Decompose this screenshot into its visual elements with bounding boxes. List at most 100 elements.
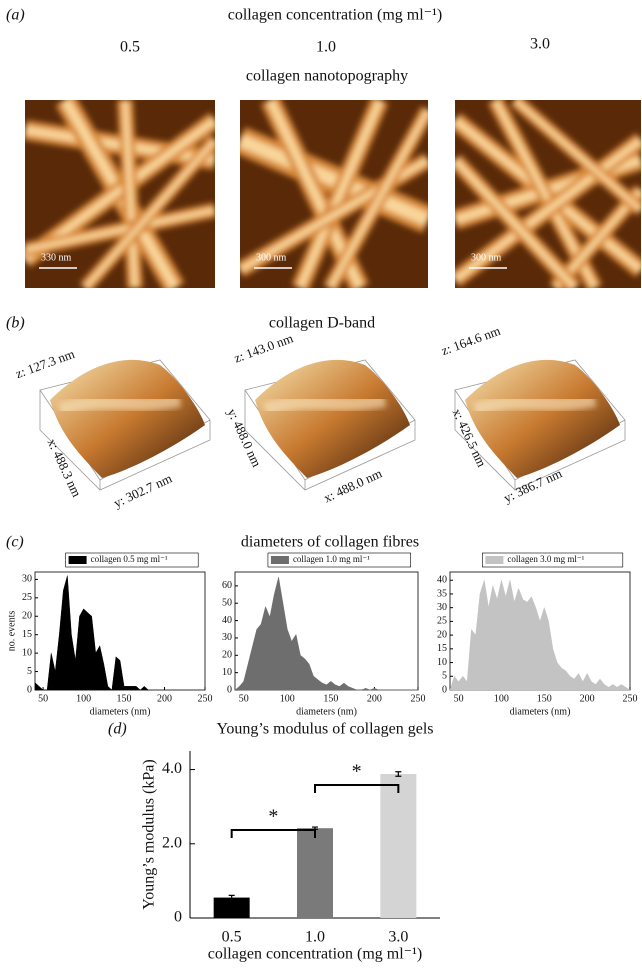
bar (380, 774, 417, 918)
y-tick-label: 10 (22, 647, 32, 658)
panel-title: collagen D-band (269, 315, 375, 332)
fibre (455, 157, 578, 288)
axis-z-label: z: 143.0 nm (232, 330, 295, 365)
fibre (122, 100, 138, 288)
fibre (25, 207, 215, 253)
y-tick-label: 60 (222, 580, 232, 591)
fibre (513, 100, 641, 212)
area (449, 580, 631, 691)
scale-bar-label: 300 nm (256, 252, 287, 263)
y-tick-label: 0 (442, 684, 447, 695)
x-tick-label: 150 (117, 693, 132, 704)
panel-label: (a) (6, 7, 25, 24)
afm-image: 330 nm (25, 100, 215, 288)
axis-label: y: 302.7 nm (111, 470, 174, 510)
y-axis-label: Young’s modulus (kPa) (141, 759, 158, 909)
x-tick-label: 100 (494, 693, 509, 704)
x-tick-label: 200 (367, 693, 382, 704)
panel-label: (c) (6, 534, 24, 551)
y-tick-label: 10 (222, 667, 232, 678)
legend-swatch (485, 556, 504, 564)
x-axis-label: diameters (nm) (510, 706, 571, 717)
error-bar (395, 771, 402, 777)
y-tick-label: 4.0 (162, 760, 182, 777)
y-tick-label: 15 (22, 629, 32, 640)
legend-box (65, 552, 199, 568)
x-tick-label: 0.5 (222, 929, 242, 946)
x-axis-label: diameters (nm) (296, 706, 357, 717)
legend-box (482, 552, 624, 568)
y-tick-label: 50 (222, 598, 232, 609)
panel-subtitle: collagen nanotopography (246, 68, 408, 85)
x-tick-label: 100 (76, 693, 91, 704)
fibre (455, 137, 641, 283)
area (234, 577, 418, 691)
surface (50, 359, 205, 478)
y-tick-label: 20 (437, 629, 447, 640)
x-axis-label: collagen concentration (mg ml⁻¹) (208, 946, 423, 963)
concentration: 1.0 (316, 39, 336, 56)
axis-z-label: z: 127.3 nm (13, 346, 76, 381)
significance-bracket (230, 829, 316, 838)
x-tick-label: 250 (623, 693, 638, 704)
y-tick-label: 2.0 (162, 834, 182, 851)
y-tick-label: 0 (227, 684, 232, 695)
fibre (296, 100, 384, 288)
legend-label: collagen 0.5 mg ml⁻¹ (91, 554, 168, 564)
x-tick-label: 150 (537, 693, 552, 704)
y-tick-label: 30 (437, 602, 447, 613)
panel-title: collagen concentration (mg ml⁻¹) (228, 7, 443, 24)
ridge (472, 393, 597, 417)
scale-bar-label: 300 nm (471, 252, 502, 263)
y-tick-label: 30 (22, 574, 32, 585)
surface (465, 359, 620, 478)
legend-label: collagen 3.0 mg ml⁻¹ (507, 554, 584, 564)
ridge (57, 393, 182, 417)
significance-label: * (352, 761, 362, 783)
dband-plot: z: 164.6 nmx: 426.5 nmy: 386.7 nm (439, 323, 626, 505)
dband-plots: z: 127.3 nmx: 488.3 nm y: 302.7 nm z: 143.… (13, 323, 626, 510)
y-tick-label: 20 (222, 650, 232, 661)
x-tick-label: 50 (239, 693, 249, 704)
y-tick-label: 20 (22, 611, 32, 622)
panel-label: (b) (6, 315, 25, 332)
x-tick-label: 1.0 (305, 929, 325, 946)
x-tick-label: 200 (580, 693, 595, 704)
y-tick-label: 0 (174, 909, 182, 926)
y-tick-label: 10 (437, 657, 447, 668)
ridge (262, 393, 387, 417)
x-tick-label: 250 (411, 693, 426, 704)
y-tick-label: 15 (437, 643, 447, 654)
concentration: 3.0 (530, 36, 550, 53)
legend-box (267, 552, 411, 568)
y-tick-label: 35 (437, 588, 447, 599)
panel-title: diameters of collagen fibres (241, 534, 419, 551)
fibres (455, 100, 641, 288)
legend-label: collagen 1.0 mg ml⁻¹ (293, 554, 370, 564)
y-tick-label: 5 (442, 671, 447, 682)
axis-label: y: 488.0 nm (225, 406, 265, 469)
x-tick-label: 150 (323, 693, 338, 704)
fibres (25, 100, 215, 288)
concentration: 0.5 (120, 39, 140, 56)
legend-swatch (270, 556, 289, 564)
x-tick-label: 50 (38, 693, 48, 704)
panel-label: (d) (108, 721, 127, 738)
y-tick-label: 40 (222, 615, 232, 626)
fibre (327, 108, 428, 288)
y-axis-label: no. events (6, 611, 17, 652)
x-tick-label: 100 (280, 693, 295, 704)
x-tick-label: 50 (454, 693, 464, 704)
error-bar (228, 894, 235, 901)
x-tick-label: 200 (157, 693, 172, 704)
significance-label: * (268, 806, 278, 828)
fibre (240, 133, 428, 227)
legend-swatch (68, 556, 87, 564)
dband-plot: z: 127.3 nmx: 488.3 nm y: 302.7 nm (13, 346, 211, 510)
scale-bar-label: 330 nm (41, 252, 72, 263)
x-axis-label: diameters (nm) (90, 706, 151, 717)
fibre (83, 138, 215, 288)
surface (255, 359, 410, 478)
y-tick-label: 30 (222, 632, 232, 643)
